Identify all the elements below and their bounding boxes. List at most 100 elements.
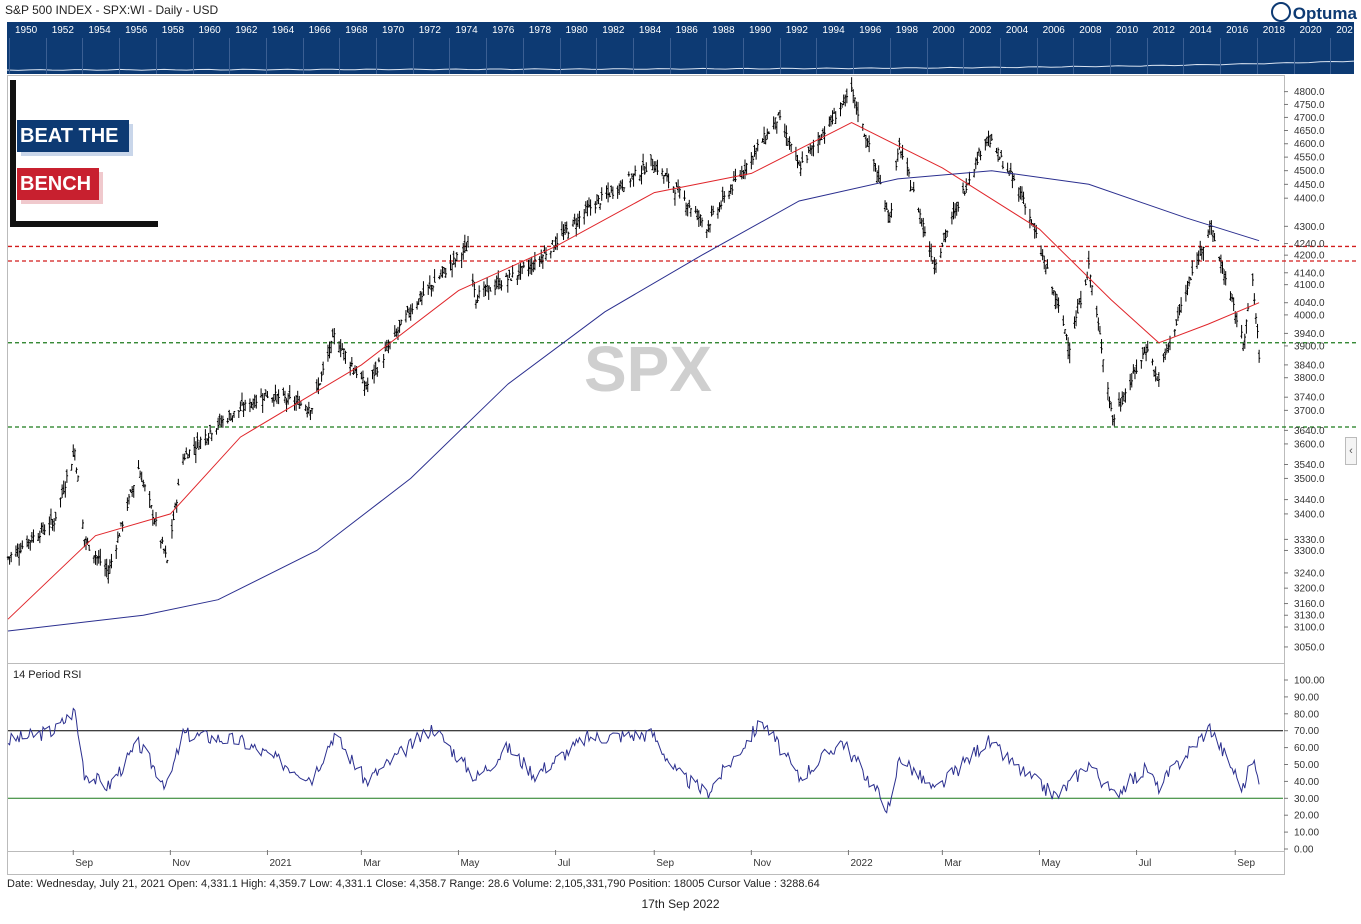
navigator-year-1968: 1968 xyxy=(345,25,368,36)
navigator-tick xyxy=(1036,38,1038,74)
price-y-label: 4000.0 xyxy=(1294,310,1325,321)
navigator-tick xyxy=(1256,38,1258,74)
price-y-label: 4750.0 xyxy=(1294,100,1325,111)
navigator-year-2004: 2004 xyxy=(1005,25,1029,36)
navigator-tick xyxy=(155,38,157,74)
rsi-panel-label: 14 Period RSI xyxy=(13,669,82,681)
price-y-label: 3130.0 xyxy=(1294,611,1325,622)
navigator-year-1960: 1960 xyxy=(198,25,221,36)
footer-date: 17th Sep 2022 xyxy=(641,897,720,911)
navigator-tick xyxy=(743,38,744,74)
price-y-label: 4550.0 xyxy=(1294,153,1325,164)
price-y-label: 4500.0 xyxy=(1294,166,1325,177)
rsi-y-label: 20.00 xyxy=(1294,811,1319,822)
price-y-label: 3740.0 xyxy=(1294,393,1325,404)
price-y-label: 3200.0 xyxy=(1294,584,1325,595)
navigator-tick xyxy=(229,38,231,74)
navigator-tick xyxy=(9,38,10,74)
navigator-year-2016: 2016 xyxy=(1226,25,1249,36)
price-y-label: 4700.0 xyxy=(1294,113,1325,124)
navigator-tick xyxy=(1330,38,1332,74)
navigator-tick xyxy=(999,38,1001,74)
navigator-year-1986: 1986 xyxy=(675,25,698,36)
navigator-tick xyxy=(339,38,341,74)
navigator-tick xyxy=(412,38,414,74)
price-y-label: 3330.0 xyxy=(1294,535,1325,546)
rsi-y-label: 0.00 xyxy=(1294,845,1314,856)
price-y-label: 4300.0 xyxy=(1294,222,1325,233)
price-y-label: 3440.0 xyxy=(1294,495,1325,506)
navigator-year-1978: 1978 xyxy=(528,25,552,36)
navigator-year-2008: 2008 xyxy=(1079,25,1102,36)
price-y-label: 3800.0 xyxy=(1294,373,1325,384)
navigator-tick xyxy=(1146,38,1148,74)
price-y-label: 3640.0 xyxy=(1294,426,1325,437)
price-y-label: 3940.0 xyxy=(1294,329,1325,340)
navigator-tick xyxy=(596,38,598,74)
price-y-label: 4040.0 xyxy=(1294,298,1325,309)
navigator-tick xyxy=(522,38,524,74)
navigator-tick xyxy=(669,38,671,74)
navigator-tick xyxy=(853,38,855,74)
status-bar: Date: Wednesday, July 21, 2021 Open: 4,3… xyxy=(7,878,820,890)
navigator-tick xyxy=(816,38,818,74)
rsi-y-label: 10.00 xyxy=(1294,828,1319,839)
navigator-tick xyxy=(45,38,47,74)
navigator-tick xyxy=(376,38,377,74)
navigator-tick xyxy=(1073,38,1075,74)
price-y-label: 4600.0 xyxy=(1294,139,1325,150)
navigator-tick xyxy=(889,38,891,74)
price-y-label: 3240.0 xyxy=(1294,568,1325,579)
navigator-year-1976: 1976 xyxy=(492,25,515,36)
navigator-tick xyxy=(302,38,304,74)
navigator-year-1996: 1996 xyxy=(859,25,882,36)
history-navigator[interactable]: 1950 1952 1954 1956 1958 1960 1962 1964 1966 1968… xyxy=(7,22,1354,74)
rsi-y-label: 40.00 xyxy=(1294,777,1319,788)
navigator-year-1992: 1992 xyxy=(785,25,808,36)
rsi-panel[interactable] xyxy=(7,663,1285,852)
rsi-y-label: 70.00 xyxy=(1294,726,1319,737)
navigator-tick xyxy=(1183,38,1185,74)
navigator-year-1984: 1984 xyxy=(638,25,662,36)
navigator-year-1990: 1990 xyxy=(749,25,772,36)
price-y-label: 4100.0 xyxy=(1294,280,1325,291)
price-y-label: 3160.0 xyxy=(1294,599,1325,610)
navigator-tick xyxy=(559,38,561,74)
navigator-year-2006: 2006 xyxy=(1042,25,1065,36)
rsi-y-label: 60.00 xyxy=(1294,743,1319,754)
price-y-label: 3840.0 xyxy=(1294,360,1325,371)
rsi-y-label: 80.00 xyxy=(1294,709,1319,720)
navigator-year-202: 202 xyxy=(1336,25,1353,36)
navigator-tick xyxy=(926,38,928,74)
navigator-tick xyxy=(632,38,634,74)
price-y-label: 4800.0 xyxy=(1294,87,1325,98)
navigator-year-1956: 1956 xyxy=(125,25,148,36)
chart-title: S&P 500 INDEX - SPX:WI - Daily - USD xyxy=(5,3,219,17)
navigator-tick xyxy=(265,38,267,74)
price-y-label: 3400.0 xyxy=(1294,509,1325,520)
date-axis-panel xyxy=(7,850,1285,875)
price-panel[interactable] xyxy=(7,75,1285,664)
price-y-label: 3700.0 xyxy=(1294,406,1325,417)
navigator-tick xyxy=(963,38,965,74)
navigator-year-1950: 1950 xyxy=(15,25,38,36)
navigator-tick xyxy=(486,38,488,74)
navigator-year-1994: 1994 xyxy=(822,25,845,36)
navigator-year-1982: 1982 xyxy=(602,25,625,36)
chevron-left-icon: ‹ xyxy=(1349,445,1353,457)
navigator-tick xyxy=(1293,38,1295,74)
navigator-year-2020: 2020 xyxy=(1299,25,1322,36)
navigator-year-1962: 1962 xyxy=(235,25,258,36)
price-y-label: 3900.0 xyxy=(1294,341,1325,352)
collapse-panel-button[interactable]: ‹ xyxy=(1345,437,1357,465)
price-y-label: 4200.0 xyxy=(1294,251,1325,262)
optuma-logo-icon xyxy=(1270,2,1291,22)
rsi-y-label: 50.00 xyxy=(1294,760,1319,771)
navigator-year-2018: 2018 xyxy=(1262,25,1286,36)
navigator-year-1972: 1972 xyxy=(418,25,441,36)
price-y-label: 4240.0 xyxy=(1294,239,1325,250)
optuma-logo-text: Optuma xyxy=(1292,4,1357,23)
navigator-year-1974: 1974 xyxy=(455,25,478,36)
navigator-year-1964: 1964 xyxy=(271,25,295,36)
price-y-label: 4650.0 xyxy=(1294,126,1325,137)
